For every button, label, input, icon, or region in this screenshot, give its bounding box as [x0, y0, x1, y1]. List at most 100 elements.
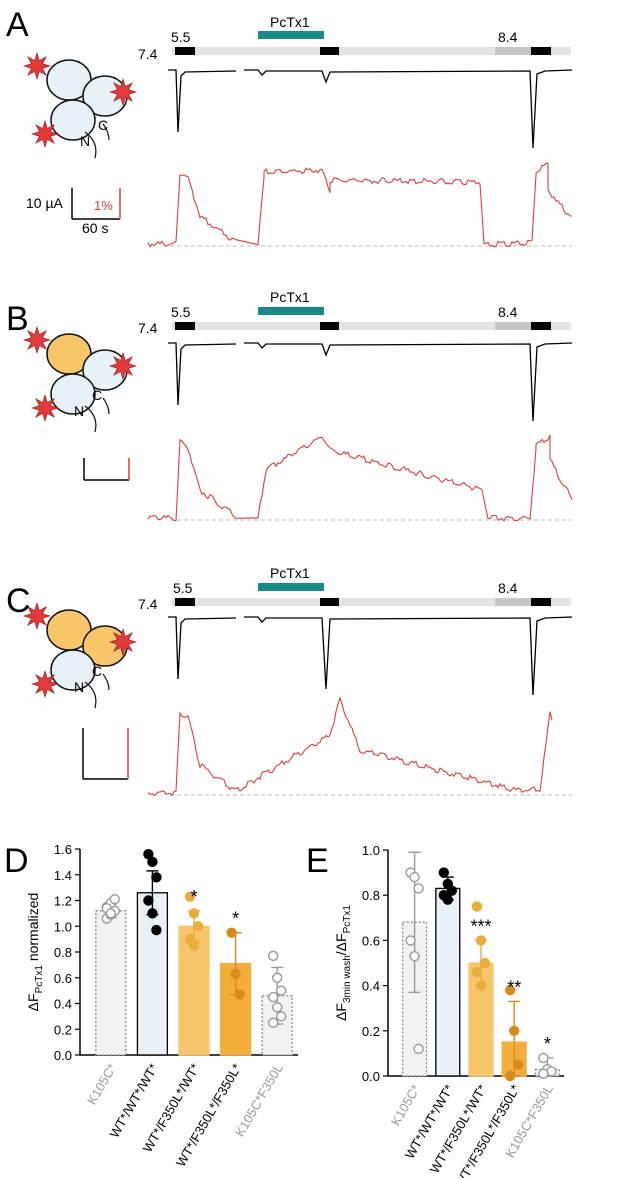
drug-label-a: PcTx1	[270, 14, 310, 30]
scale-label-time: 60 s	[82, 220, 108, 236]
y-label-mid: /ΔF	[333, 933, 349, 955]
scale-label-fluor: 1%	[94, 198, 113, 213]
data-point-2	[471, 966, 483, 978]
y-axis-label: ΔFPcTx1 normalized	[25, 893, 45, 1012]
chart-d: 0.0 0.2 0.4 0.6 0.8 1.0 1.2 1.4 1.6 ΔFPcTx1 norma…	[25, 842, 298, 1169]
current-trace-1	[168, 69, 237, 133]
n-terminus-line	[84, 131, 97, 159]
n-terminus-line	[84, 681, 97, 709]
ph-5-5-block	[175, 598, 195, 606]
scale-bar-b	[83, 458, 130, 481]
data-point-0	[413, 1043, 424, 1055]
category-label-0: K105C*	[388, 1082, 423, 1128]
data-point-2	[184, 891, 196, 902]
panel-letter-c: C	[6, 582, 31, 620]
data-point-2	[192, 921, 204, 932]
data-point-4	[276, 1011, 287, 1022]
cartoon-c-label-b: C	[92, 387, 102, 403]
significance-4: *	[544, 1034, 551, 1054]
data-point-3	[505, 1070, 516, 1082]
data-point-4	[538, 1068, 549, 1079]
y-tick-label: 0.2	[362, 1024, 380, 1039]
data-point-2	[188, 940, 200, 951]
scale-bar-a: 10 µA 1% 60 s	[26, 188, 121, 236]
ph-label-end-c: 8.4	[498, 580, 518, 596]
pctx1-bar	[258, 31, 324, 39]
y-tick-label: 0.0	[362, 1069, 380, 1084]
ph-5-5-block-2	[320, 598, 339, 606]
panel-letter-e: E	[306, 842, 329, 880]
data-point-1	[147, 856, 158, 868]
solution-bar	[172, 598, 571, 606]
fluorophore-star-icon	[22, 601, 52, 631]
ph-label-start-b: 5.5	[171, 304, 191, 320]
data-point-0	[409, 951, 420, 962]
data-point-3	[513, 1059, 524, 1070]
cartoon-c-label-a: C	[98, 117, 108, 133]
fluorophore-star-icon	[22, 325, 52, 355]
fluorophore-star-icon	[30, 393, 60, 423]
c-terminus-line	[102, 397, 110, 415]
n-terminus-line	[84, 405, 97, 433]
data-point-1	[147, 908, 158, 919]
y-label-suffix: normalized	[25, 893, 41, 965]
data-point-1	[151, 872, 162, 883]
fluorophore-star-icon	[108, 627, 138, 657]
fluorescence-trace	[147, 162, 573, 248]
ph-8-4-block	[531, 598, 551, 606]
y-tick-label: 1.4	[54, 868, 72, 883]
y-tick-label: 0.6	[54, 971, 72, 986]
cartoon-c-label-c: C	[92, 663, 102, 679]
solution-bar	[172, 47, 571, 55]
ph-5-5-block	[175, 47, 195, 55]
y-label-sub2: PcTx1	[342, 905, 353, 934]
significance-3: *	[232, 909, 239, 929]
ph-5-5-block-2	[320, 47, 339, 55]
significance-2: *	[190, 887, 197, 907]
data-point-0	[109, 894, 121, 905]
significance-2: ***	[470, 916, 491, 936]
fluorescence-trace	[147, 696, 553, 797]
current-trace-2	[244, 69, 573, 149]
trace-panel-a	[22, 31, 573, 248]
panel-letter-d: D	[4, 842, 29, 880]
y-tick-label: 1.6	[54, 842, 72, 857]
cartoon-n-label-c: N	[74, 679, 84, 695]
bar-0	[95, 910, 127, 1056]
bar-0	[401, 921, 428, 1077]
data-point-2	[471, 901, 483, 912]
solution-bar	[172, 322, 571, 330]
data-point-1	[438, 867, 449, 878]
y-label-sub: PcTx1	[34, 965, 45, 994]
fluorophore-star-icon	[108, 351, 138, 381]
ph-8-4-block	[531, 47, 551, 55]
data-point-2	[475, 980, 487, 991]
data-point-4	[272, 972, 283, 983]
y-tick-label: 0.2	[54, 1022, 72, 1037]
y-label-main: ΔF	[333, 1003, 349, 1021]
panel-letter-b: B	[6, 300, 29, 338]
ph-label-end-a: 8.4	[498, 29, 518, 45]
scale-bar-c	[82, 728, 129, 780]
fluorescence-trace	[147, 434, 573, 522]
data-point-1	[446, 885, 457, 896]
ph-label-baseline-b: 7.4	[138, 320, 158, 336]
pctx1-bar	[258, 307, 324, 315]
data-point-4	[268, 1017, 279, 1029]
bar-1	[136, 892, 169, 1056]
data-point-0	[105, 908, 117, 919]
data-point-1	[143, 895, 154, 906]
y-tick-label: 1.0	[54, 919, 72, 934]
data-point-1	[151, 924, 162, 936]
c-terminus-line	[102, 673, 110, 691]
significance-3: **	[507, 977, 521, 997]
data-point-2	[188, 908, 200, 919]
subunit-2	[50, 649, 96, 691]
ph-5-5-block	[175, 322, 195, 330]
bar-1	[435, 887, 461, 1077]
y-tick-label: 0.4	[362, 979, 380, 994]
data-point-0	[409, 871, 420, 883]
y-tick-label: 0.8	[362, 888, 380, 903]
category-label-0: K105C*	[84, 1061, 119, 1107]
